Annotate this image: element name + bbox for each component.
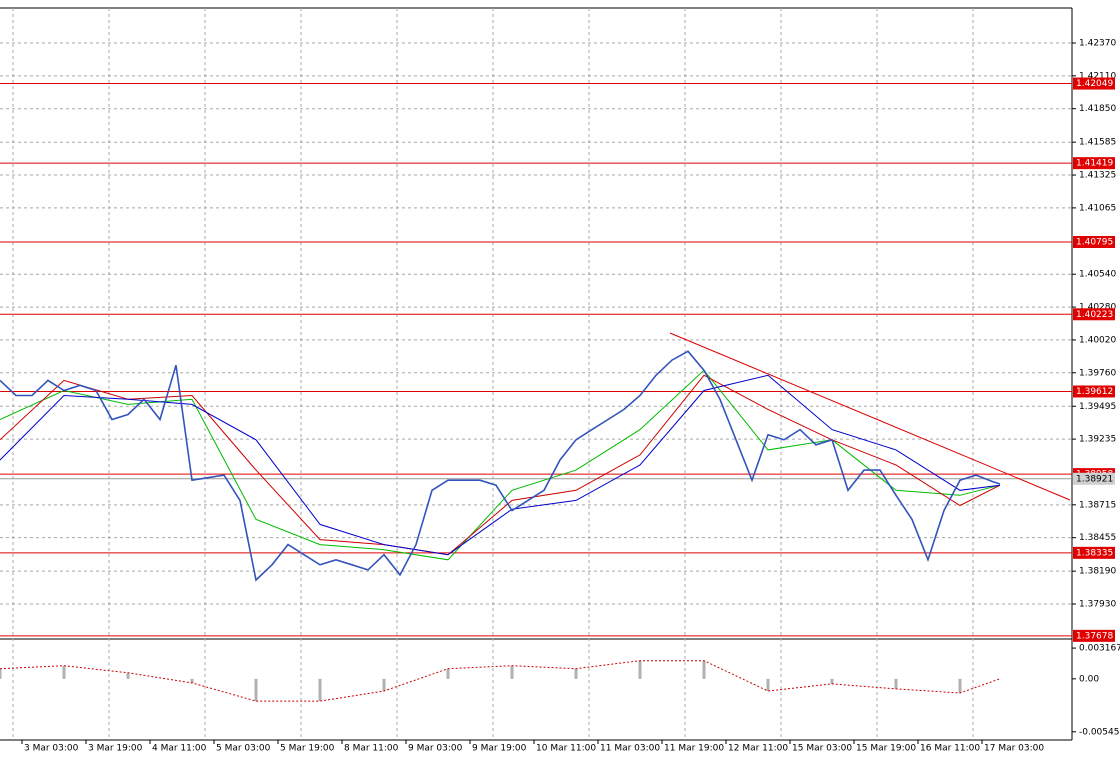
level-label-box [1073,77,1115,90]
y-tick-label: 1.38715 [1079,500,1116,510]
y-tick-label: 1.42110 [1079,71,1116,81]
x-tick-label: 5 Mar 19:00 [280,744,335,754]
level-label: 1.40795 [1076,238,1113,248]
x-tick-label: 3 Mar 19:00 [88,744,143,754]
x-tick-label: 12 Mar 11:00 [728,744,788,754]
y-tick-label: 1.41325 [1079,171,1116,181]
y-tick-label: 1.39760 [1079,368,1116,378]
level-label: 1.39612 [1076,387,1113,397]
y-tick-label: 1.38455 [1079,533,1116,543]
x-tick-label: 17 Mar 03:00 [984,744,1044,754]
level-label: 1.41419 [1076,159,1113,169]
y-tick-label: 1.40280 [1079,303,1116,313]
level-label: 1.38335 [1076,548,1113,558]
x-tick-label: 9 Mar 03:00 [408,744,463,754]
x-tick-label: 11 Mar 19:00 [664,744,724,754]
level-label-box [1073,546,1115,559]
level-label-box [1073,236,1115,249]
y-tick-label: 1.41850 [1079,104,1116,114]
current-price-label: 1.38921 [1076,474,1113,484]
trend-line [669,332,1071,501]
x-tick-label: 11 Mar 03:00 [600,744,660,754]
y-tick-label: 0.00 [1079,674,1099,684]
y-tick-label: 1.39495 [1079,402,1116,412]
level-label-box [1073,385,1115,398]
y-tick-label: 1.41065 [1079,203,1116,213]
price-line [0,350,1001,582]
level-label-box [1073,157,1115,170]
x-tick-label: 3 Mar 03:00 [24,744,79,754]
level-label: 1.42049 [1076,79,1113,89]
current-price-box [1073,472,1115,485]
x-tick-label: 9 Mar 19:00 [472,744,527,754]
x-tick-label: 10 Mar 11:00 [536,744,596,754]
y-tick-label: 1.42370 [1079,39,1116,49]
y-tick-label: 1.37930 [1079,600,1116,610]
y-tick-label: 1.38190 [1079,567,1116,577]
level-label: 1.37678 [1076,631,1113,641]
level-label-box [1073,629,1115,642]
x-tick-label: 16 Mar 11:00 [920,744,980,754]
moving-average [0,374,1001,556]
oscillator-signal [0,660,1001,702]
y-tick-label: 1.39235 [1079,435,1116,445]
level-label: 1.40223 [1076,310,1113,320]
x-tick-label: 5 Mar 03:00 [216,744,271,754]
x-tick-label: 8 Mar 11:00 [344,744,399,754]
moving-average [0,369,1001,561]
y-tick-label: 1.40020 [1079,335,1116,345]
x-tick-label: 15 Mar 03:00 [792,744,852,754]
x-tick-label: 4 Mar 11:00 [152,744,207,754]
x-tick-label: 15 Mar 19:00 [856,744,916,754]
level-label-box [1073,308,1115,321]
y-tick-label: 0.003167 [1079,644,1120,654]
y-tick-label: 1.41585 [1079,138,1116,148]
y-tick-label: 1.40540 [1079,270,1116,280]
y-tick-label: -0.005453 [1079,727,1120,737]
